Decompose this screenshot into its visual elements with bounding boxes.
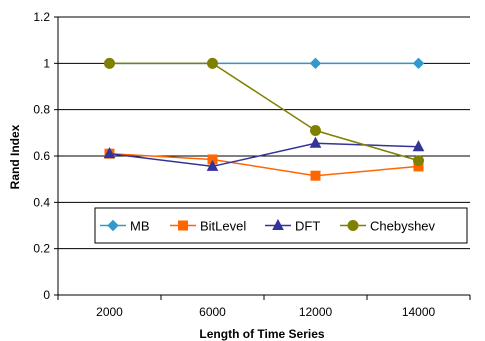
legend-marker-bitlevel (178, 220, 188, 231)
y-tick-labels: 0 0.2 0.4 0.6 0.8 1 1.2 (33, 10, 50, 302)
data-point-chebyshev (310, 125, 321, 137)
legend-label-dft: DFT (295, 219, 320, 234)
axes (54, 16, 471, 300)
legend-label-bitlevel: BitLevel (200, 219, 246, 234)
legend-item-dft: DFT (265, 219, 320, 234)
data-point-mb (412, 57, 425, 70)
y-tick-label: 0.2 (33, 242, 50, 256)
series-bitlevel (104, 148, 424, 181)
legend-marker-mb (107, 219, 119, 232)
x-tick-label: 6000 (199, 305, 226, 319)
y-tick-label: 1 (43, 56, 50, 70)
y-tick-label: 0.4 (33, 195, 50, 209)
data-point-bitlevel (310, 170, 321, 181)
legend: MB BitLevel DFT Chebyshev (94, 207, 468, 244)
y-tick-label: 0.8 (33, 103, 50, 117)
series-chebyshev (104, 57, 424, 167)
data-point-chebyshev (207, 57, 218, 69)
x-tick-label: 14000 (402, 305, 436, 319)
x-tick-label: 2000 (96, 305, 123, 319)
legend-item-mb: MB (100, 219, 150, 234)
data-point-dft (103, 147, 116, 159)
data-point-dft (309, 136, 322, 148)
x-tick-label: 12000 (299, 305, 333, 319)
legend-label-mb: MB (130, 219, 150, 234)
series-dft (103, 136, 425, 171)
x-axis-title: Length of Time Series (199, 327, 324, 341)
legend-label-chebyshev: Chebyshev (370, 219, 436, 234)
legend-item-bitlevel: BitLevel (170, 219, 246, 234)
data-point-chebyshev (104, 57, 115, 69)
x-tick-labels: 2000 6000 12000 14000 (96, 305, 435, 319)
data-point-mb (309, 57, 322, 70)
legend-marker-chebyshev (347, 220, 359, 231)
data-point-chebyshev (413, 155, 424, 167)
y-axis-title: Rand Index (8, 124, 22, 189)
series-group (103, 57, 425, 181)
data-point-dft (412, 140, 425, 152)
y-tick-label: 0 (43, 288, 50, 302)
y-tick-label: 0.6 (33, 149, 50, 163)
legend-item-chebyshev: Chebyshev (340, 219, 436, 234)
data-point-dft (206, 159, 219, 171)
series-line-bitlevel (109, 152, 419, 177)
y-tick-label: 1.2 (33, 10, 50, 24)
legend-marker-dft (272, 218, 284, 230)
series-line-chebyshev (109, 62, 419, 162)
